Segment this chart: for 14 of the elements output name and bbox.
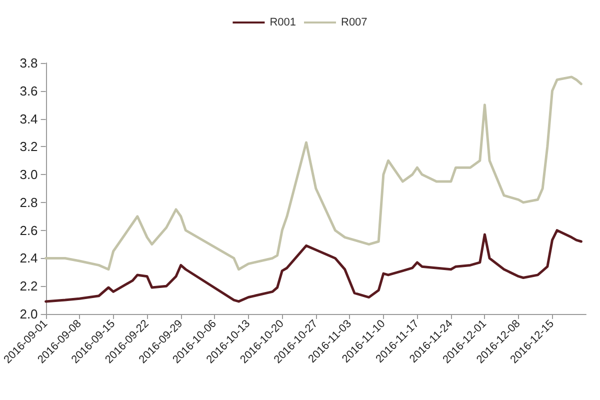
y-tick-label: 2.8	[20, 194, 38, 210]
y-tick-label: 3.2	[20, 139, 38, 154]
legend-label: R007	[341, 16, 368, 28]
y-tick-label: 2.6	[20, 222, 38, 238]
y-tick-label: 3.4	[20, 111, 38, 126]
y-tick-label: 2.2	[20, 278, 38, 294]
y-tick-label: 3.0	[20, 167, 38, 182]
y-tick-label: 3.8	[20, 56, 38, 70]
line-series	[44, 229, 582, 303]
legend-label: R001	[270, 16, 296, 28]
line-series	[44, 76, 582, 271]
y-tick-label: 2.0	[20, 306, 38, 322]
y-tick-label: 3.6	[20, 83, 38, 98]
y-tick-label: 2.4	[20, 250, 38, 266]
